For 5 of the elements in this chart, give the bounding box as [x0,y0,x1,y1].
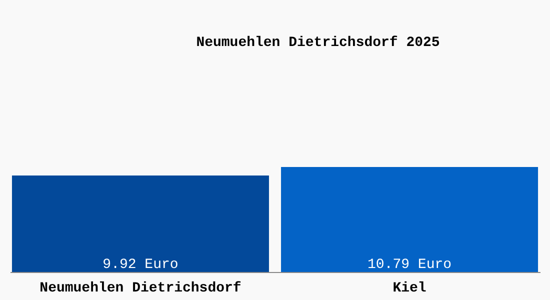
x-tick-label: Kiel [392,280,426,296]
x-tick-label: Neumuehlen Dietrichsdorf [40,280,242,296]
data-label: 10.79 Euro [368,257,452,273]
data-label: 9.92 Euro [102,257,178,273]
chart-title: Neumuehlen Dietrichsdorf 2025 [196,35,440,51]
